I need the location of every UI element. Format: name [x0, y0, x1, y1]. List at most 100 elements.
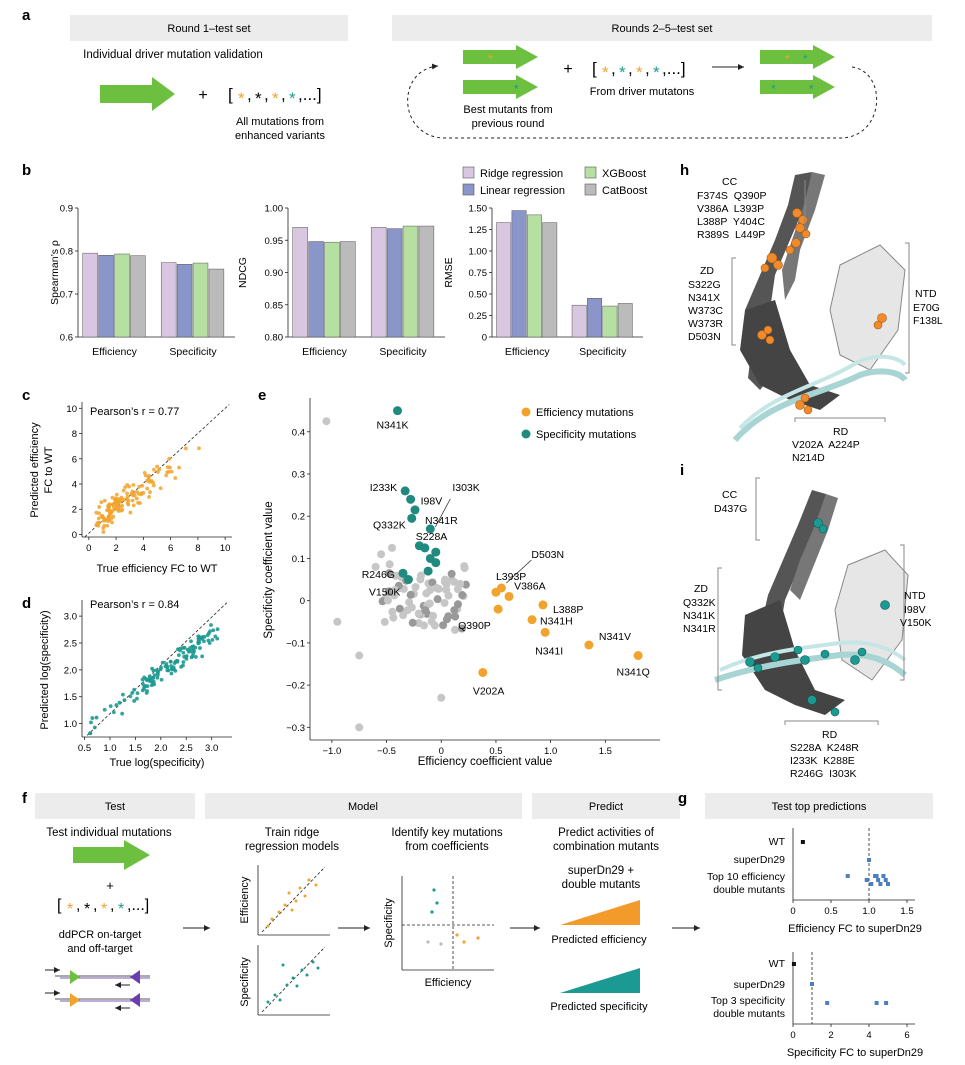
y-axis-label-2: FC to WT: [43, 446, 55, 493]
i-rd-row-2: I233K K288E: [790, 755, 855, 767]
y-tick-label: 1.00: [469, 247, 488, 258]
panel-label-e: e: [258, 387, 266, 404]
svg-text:*: *: [255, 89, 262, 108]
g-bot-row-top3: Top 3 specificity: [711, 995, 786, 1007]
specificity-label-i98v: I98V: [421, 495, 443, 507]
g-bot-mutant-point: [884, 1001, 889, 1005]
structure-i-zd: [742, 600, 845, 715]
svg-text:[: [: [228, 85, 233, 104]
ddpcr-line-2: and off-target: [67, 943, 132, 955]
i-cc-row-1: D437G: [714, 503, 747, 515]
predict-line-1: Predict activities of: [558, 827, 655, 839]
efficiency-point-n341h: [527, 615, 537, 625]
svg-text:,: ,: [76, 897, 80, 914]
data-point: [151, 679, 156, 684]
g-bot-x-tick-label: 0: [790, 1030, 795, 1041]
h-ntd-row-2: F138L: [913, 315, 943, 327]
data-point: [145, 689, 149, 693]
bar-catboost-specificity: [208, 268, 225, 338]
other-mutation-point: [405, 598, 414, 607]
h-cc-row-4: R389S L449P: [697, 229, 765, 241]
data-point: [148, 490, 152, 494]
data-point: [122, 698, 127, 703]
panel-h: h CC F374S Q390P V386A L393P L388P: [680, 162, 943, 464]
efficiency-label-v386a: V386A: [514, 580, 546, 592]
data-point: [158, 486, 163, 491]
best-mutant-1-mark: *: [488, 52, 493, 66]
h-rd-row-2: N214D: [792, 452, 825, 464]
specificity-point-n341r: [410, 505, 420, 515]
i-cc-bracket: [755, 477, 760, 541]
i-zd-row-2: N341K: [683, 610, 715, 622]
model-legend: Ridge regression Linear regression XGBoo…: [462, 166, 647, 197]
data-point: [165, 465, 170, 470]
specificity-point-v150k: [403, 575, 413, 585]
other-mutation-point: [442, 615, 451, 624]
other-mutation-point: [450, 606, 459, 615]
other-mutation-point: [399, 611, 408, 620]
specificity-point-i98v: [406, 494, 416, 504]
h-cc-row-3: L388P Y404C: [697, 216, 765, 228]
h-cc-row-2: V386A L393P: [697, 203, 764, 215]
data-point: [97, 505, 102, 509]
round1-subtitle: Individual driver mutation validation: [83, 49, 263, 61]
data-point: [184, 655, 188, 659]
efficiency-point-n341v: [584, 640, 594, 650]
data-point: [128, 510, 133, 515]
bar-ridge-regression-specificity: [571, 304, 587, 338]
y-tick-label: 0.50: [469, 290, 488, 301]
y-tick-label: 0.9: [60, 204, 73, 215]
x-tick-label: 2.0: [154, 743, 167, 754]
y-tick-label: 0.8: [60, 247, 73, 258]
specificity-point: [420, 543, 430, 553]
data-point: [111, 505, 116, 509]
panel-e: e −1.0 −0.5 0 0.5 1.0 1.5 −0.3 −0.2 −0.1 0 0.1 0.2 0…: [258, 387, 660, 768]
predicted-specificity-label: Predicted specificity: [550, 1001, 648, 1013]
g-bot-mutant-point: [874, 1001, 879, 1005]
y-tick-label: 8: [72, 429, 77, 440]
data-point: [151, 480, 155, 485]
bar-ridge-regression-specificity: [160, 262, 177, 338]
x-axis-label: True log(specificity): [110, 757, 205, 769]
rmse-bar-chart: 0 0.25 0.50 0.75 1.00 1.25 1.50 RMSE Efficiency S…: [443, 204, 643, 358]
y-tick-label: 0.85: [265, 300, 284, 311]
model-header-bg: [205, 793, 522, 819]
data-point: [186, 649, 191, 654]
i-rd-title: RD: [822, 729, 838, 741]
data-point: [183, 446, 188, 451]
test-title: Test individual mutations: [46, 827, 172, 839]
i-ntd-row-2: V150K: [900, 617, 932, 629]
specificity-label-i233k: I233K: [370, 482, 397, 494]
data-point: [139, 491, 144, 496]
panel-label-c: c: [22, 387, 30, 404]
specificity-point-n341k: [393, 406, 402, 416]
spearman-bar-chart: 0.6 0.7 0.8 0.9 Spearman’s ρ Efficiency Specif…: [49, 204, 235, 358]
y-tick-label: 0.75: [469, 268, 488, 279]
y-tick-label: 0: [72, 530, 77, 541]
panel-f: f Test Test individual mutations + [ *, …: [22, 790, 700, 1016]
other-mutation-point: [421, 606, 430, 615]
data-point: [125, 501, 130, 506]
g-top-row-double: double mutants: [713, 884, 785, 896]
round25-header-bg: [392, 15, 932, 41]
data-point: [206, 638, 211, 643]
h-ntd-bracket: [905, 242, 910, 374]
data-point: [190, 654, 195, 659]
data-point: [111, 514, 116, 519]
svg-text:,...]: ,...]: [127, 897, 149, 914]
data-point: [94, 715, 99, 720]
y-tick-label: 3.0: [64, 612, 77, 623]
data-point: [169, 469, 174, 474]
data-point: [159, 677, 164, 682]
y-tick-label: 0: [482, 333, 487, 344]
other-mutation-point: [380, 617, 389, 626]
efficiency-point-v386a: [504, 591, 514, 601]
svg-text:,: ,: [93, 897, 97, 914]
efficiency-label-l388p: L388P: [553, 604, 583, 616]
iteration-loop-arrow: [407, 63, 878, 139]
g-top-mutant-point: [878, 882, 883, 886]
data-point: [129, 491, 134, 496]
data-point: [111, 710, 116, 715]
svg-text:,: ,: [281, 85, 286, 104]
